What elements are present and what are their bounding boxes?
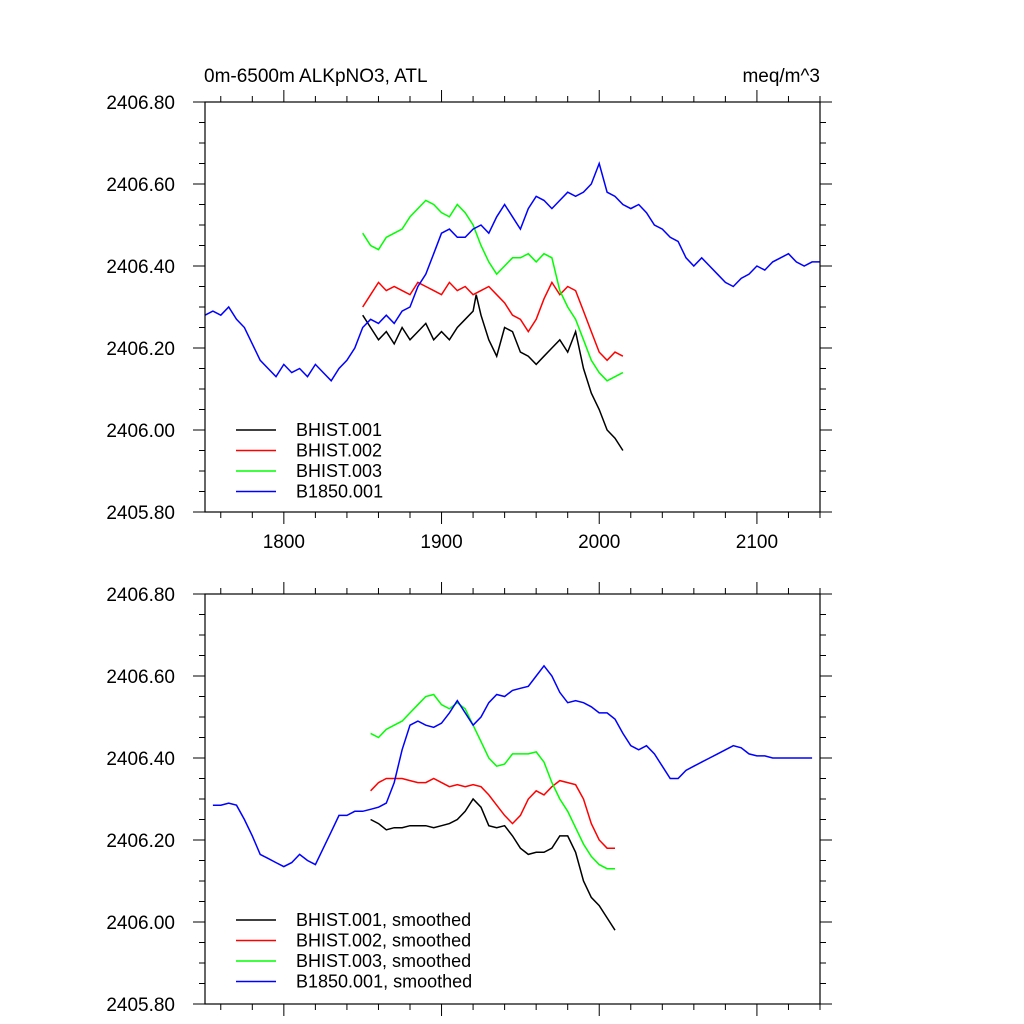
series-line-2 [362, 199, 624, 382]
series-line-0 [370, 797, 616, 931]
series-layer [204, 161, 820, 451]
panel-title-left: 0m-6500m ALKpNO3, ATL [204, 66, 428, 87]
series-layer [212, 664, 813, 931]
y-tick-label: 2405.80 [106, 995, 175, 1016]
x-tick-label: 2000 [578, 532, 620, 553]
y-tick-label: 2406.00 [106, 421, 175, 442]
legend-label: BHIST.003, smoothed [296, 951, 471, 971]
legend-label: BHIST.001 [296, 420, 382, 440]
x-tick-label: 1900 [420, 532, 462, 553]
y-tick-label: 2406.40 [106, 257, 175, 278]
axis-layer: 1800 1900 2000 2100 2405.80 2406.00 2406.20 240… [106, 90, 832, 553]
legend-label: B1850.001 [296, 482, 383, 502]
panel-title-right: meq/m^3 [742, 66, 820, 87]
y-tick-label: 2406.80 [106, 585, 175, 606]
top-panel: 0m-6500m ALKpNO3, ATL meq/m^3 1800 1900 20… [106, 66, 832, 553]
y-tick-label: 2405.80 [106, 503, 175, 524]
legend-label: BHIST.003 [296, 461, 382, 481]
y-tick-label: 2406.40 [106, 749, 175, 770]
y-tick-label: 2406.60 [106, 175, 175, 196]
series-line-2 [370, 693, 615, 870]
series-line-0 [362, 294, 624, 451]
y-tick-label: 2406.00 [106, 913, 175, 934]
bottom-panel: 2405.80 2406.00 2406.20 2406.40 2406.60 2406.… [106, 582, 832, 1016]
y-tick-label: 2406.20 [106, 339, 175, 360]
legend-label: BHIST.001, smoothed [296, 910, 471, 930]
series-line-3 [212, 664, 813, 868]
x-tick-label: 2100 [736, 532, 778, 553]
y-tick-label: 2406.80 [106, 93, 175, 114]
axis-layer: 2405.80 2406.00 2406.20 2406.40 2406.60 2406.… [106, 582, 832, 1016]
y-tick-label: 2406.60 [106, 667, 175, 688]
legend-label: BHIST.002 [296, 441, 382, 461]
legend-label: BHIST.002, smoothed [296, 931, 471, 951]
y-tick-label: 2406.20 [106, 831, 175, 852]
legend-label: B1850.001, smoothed [296, 972, 472, 992]
series-line-3 [204, 161, 820, 383]
x-tick-label: 1800 [263, 532, 305, 553]
series-line-1 [370, 777, 615, 849]
series-line-1 [362, 280, 624, 362]
